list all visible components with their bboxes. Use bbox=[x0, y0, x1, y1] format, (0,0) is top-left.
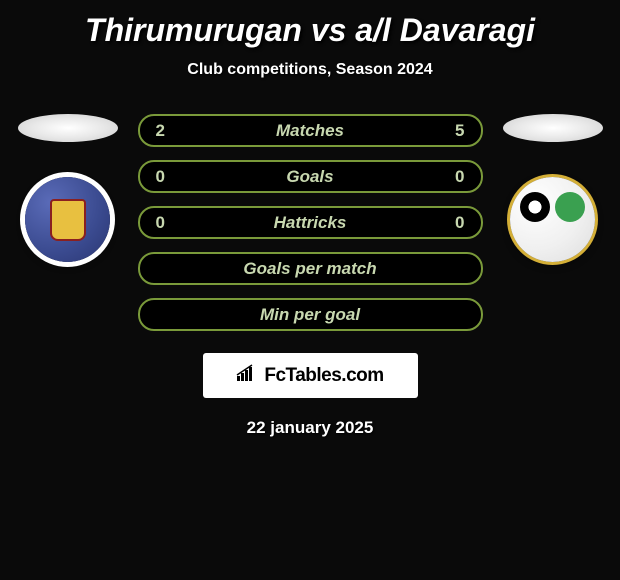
stat-row-min-per-goal: Min per goal bbox=[138, 298, 483, 331]
stat-row-hattricks: 0 Hattricks 0 bbox=[138, 206, 483, 239]
chart-icon bbox=[236, 364, 258, 387]
stat-label: Goals bbox=[286, 167, 333, 187]
club-crest-right bbox=[510, 177, 595, 262]
stat-right-value: 0 bbox=[455, 213, 464, 233]
main-content: 2 Matches 5 0 Goals 0 0 Hattricks 0 Goal… bbox=[0, 114, 620, 331]
stat-label: Min per goal bbox=[260, 305, 360, 325]
player-right-pedestal bbox=[503, 114, 603, 142]
stat-label: Matches bbox=[276, 121, 344, 141]
stat-left-value: 0 bbox=[156, 167, 165, 187]
stat-left-value: 0 bbox=[156, 213, 165, 233]
stat-row-matches: 2 Matches 5 bbox=[138, 114, 483, 147]
date-label: 22 january 2025 bbox=[0, 418, 620, 438]
club-crest-left bbox=[25, 177, 110, 262]
stat-row-goals-per-match: Goals per match bbox=[138, 252, 483, 285]
stat-row-goals: 0 Goals 0 bbox=[138, 160, 483, 193]
player-left-pedestal bbox=[18, 114, 118, 142]
stat-right-value: 5 bbox=[455, 121, 464, 141]
stat-right-value: 0 bbox=[455, 167, 464, 187]
subtitle: Club competitions, Season 2024 bbox=[0, 61, 620, 79]
right-player-col bbox=[498, 114, 608, 262]
page-title: Thirumurugan vs a/l Davaragi bbox=[0, 0, 620, 49]
brand-badge[interactable]: FcTables.com bbox=[203, 353, 418, 398]
stat-left-value: 2 bbox=[156, 121, 165, 141]
stat-label: Hattricks bbox=[274, 213, 347, 233]
brand-name: FcTables.com bbox=[264, 365, 383, 387]
stat-label: Goals per match bbox=[243, 259, 376, 279]
left-player-col bbox=[13, 114, 123, 262]
stats-column: 2 Matches 5 0 Goals 0 0 Hattricks 0 Goal… bbox=[138, 114, 483, 331]
